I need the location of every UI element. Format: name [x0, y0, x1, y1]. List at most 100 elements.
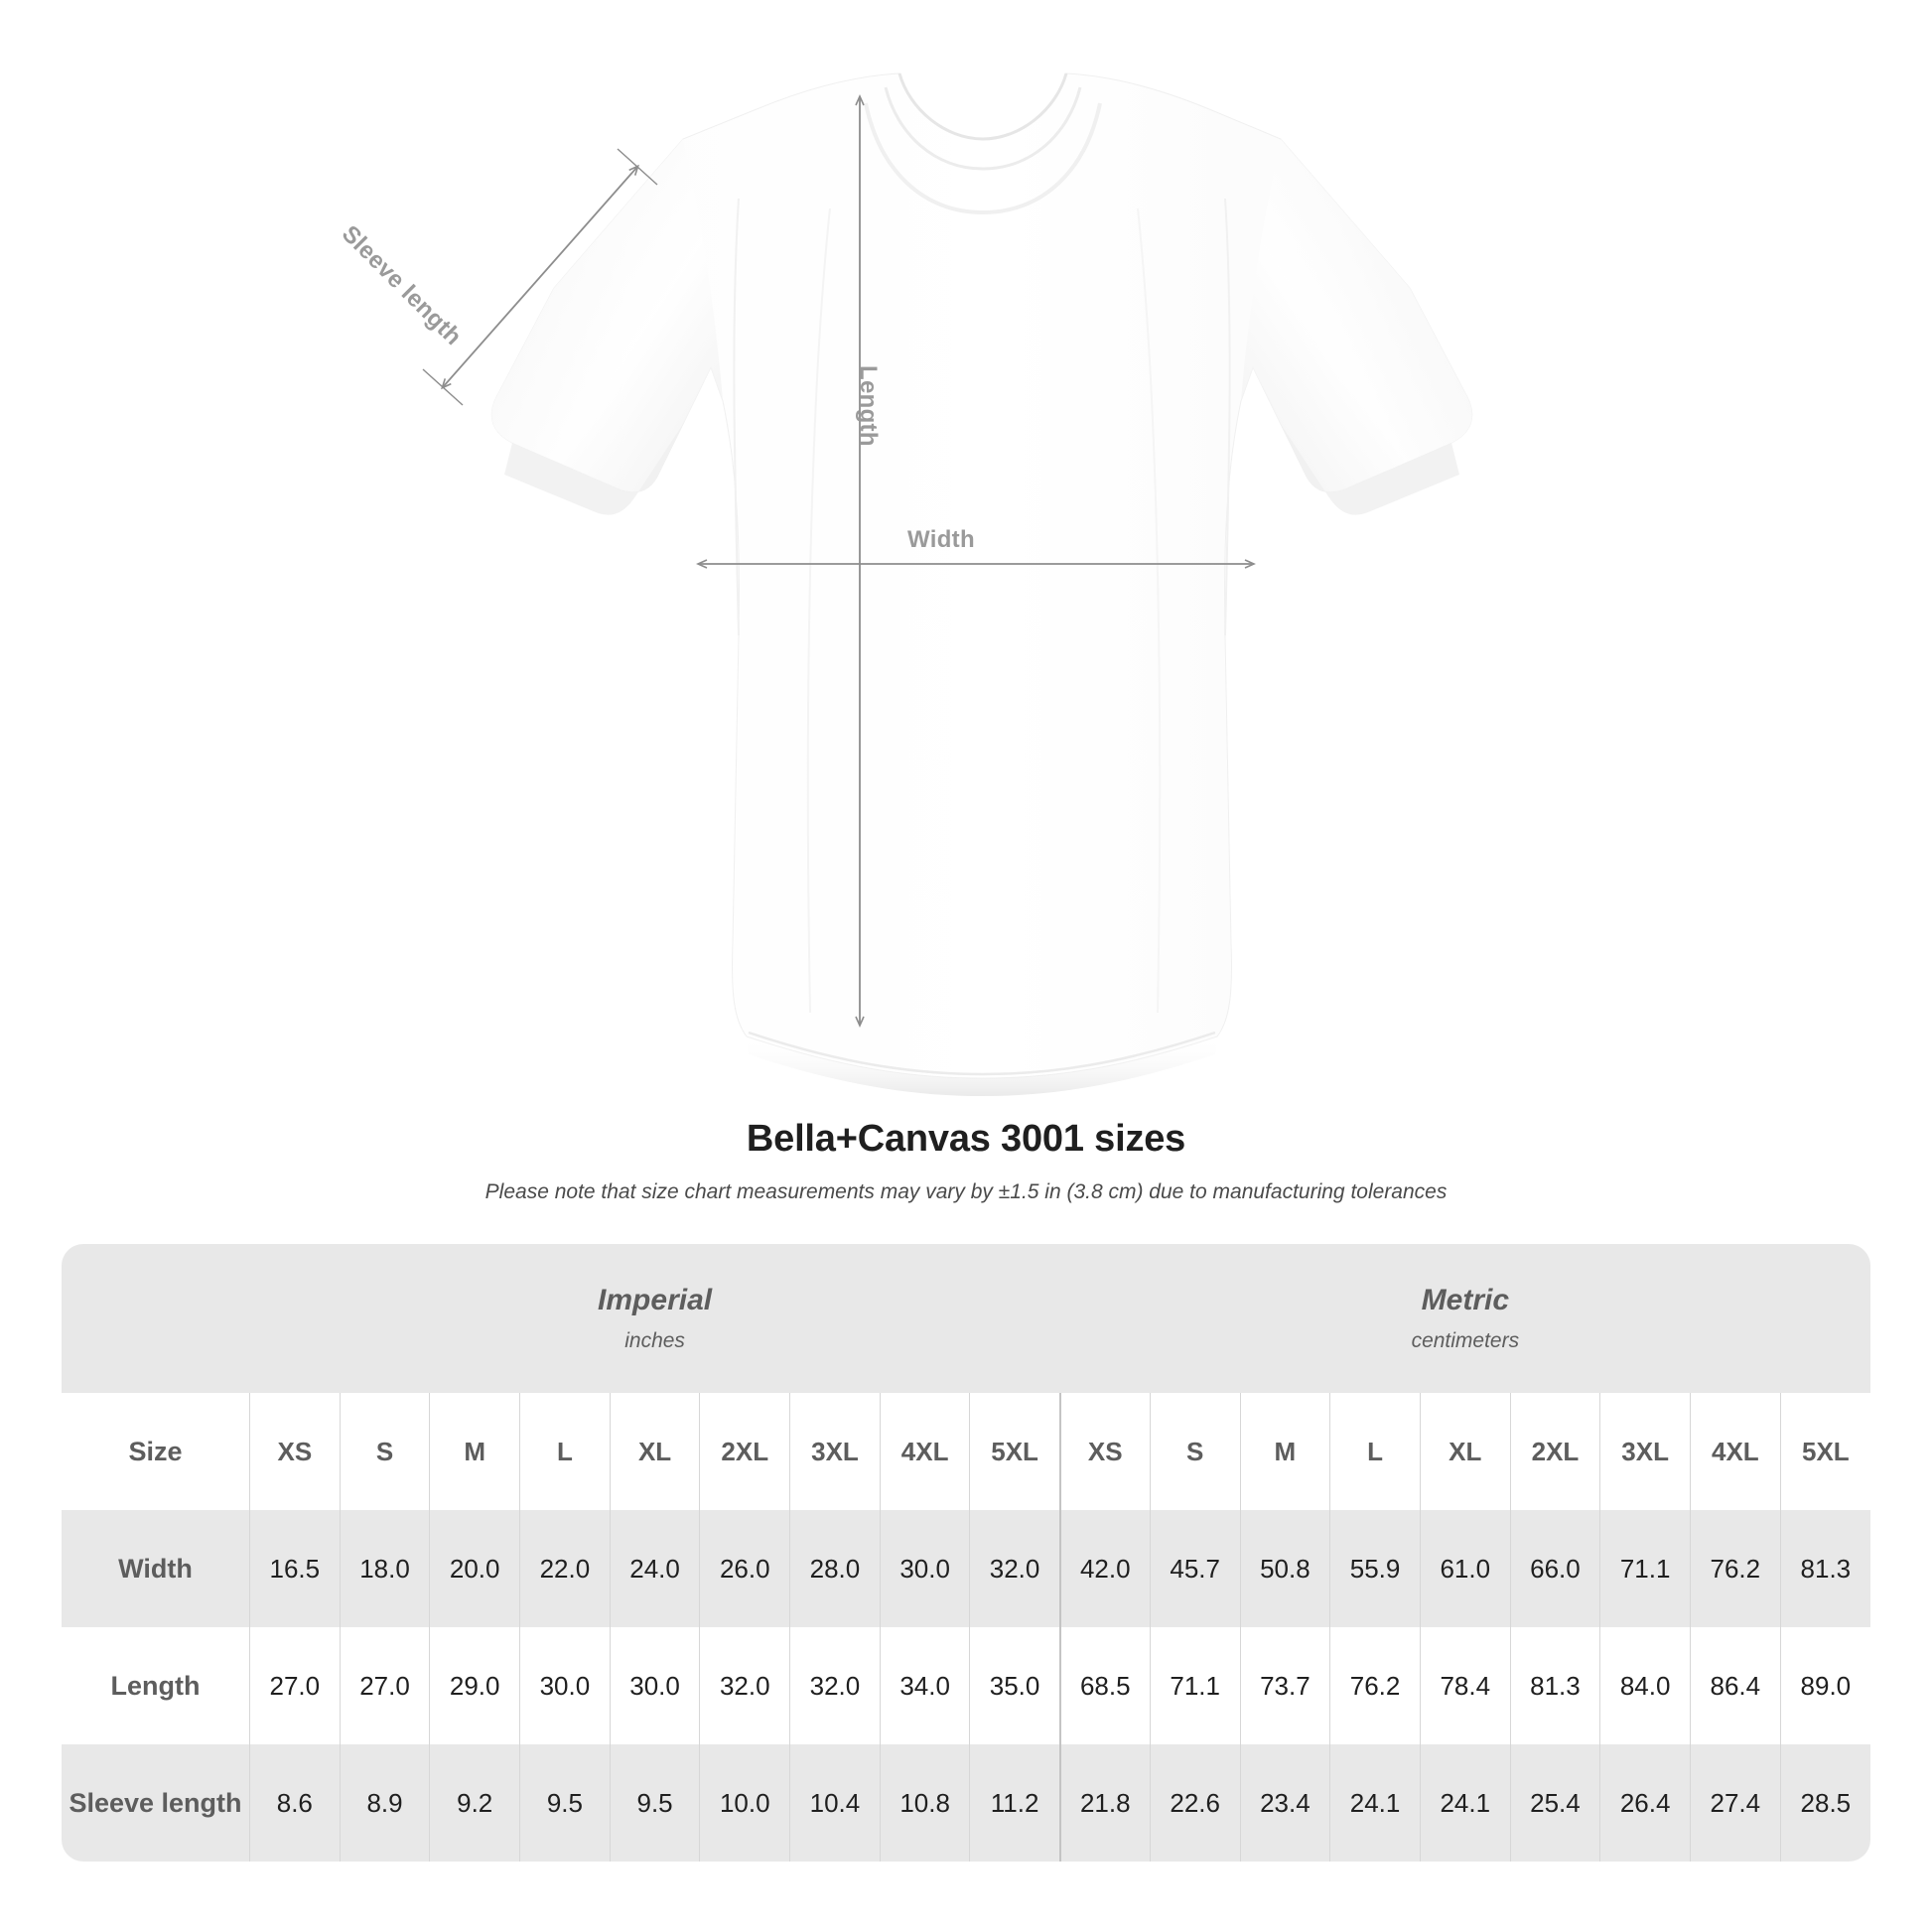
row-header-length: Length: [62, 1627, 250, 1744]
table-cell: 24.1: [1329, 1744, 1421, 1862]
table-cell: 55.9: [1329, 1510, 1421, 1627]
size-column-header: 5XL: [969, 1393, 1060, 1510]
size-chart-table: Imperial inches Metric centimeters Size XS S M L…: [62, 1244, 1870, 1862]
size-column-header: 5XL: [1779, 1393, 1870, 1510]
table-cell: 11.2: [969, 1744, 1060, 1862]
table-cell: 27.0: [339, 1627, 430, 1744]
table-row: Width 16.5 18.0 20.0 22.0 24.0 26.0 28.0 30.0 32.…: [62, 1510, 1870, 1627]
size-column-header: M: [1239, 1393, 1330, 1510]
table-cell: 10.0: [699, 1744, 790, 1862]
sleeve-length-arrow: [441, 164, 639, 390]
unit-group-imperial: Imperial inches: [249, 1244, 1060, 1393]
table-cell: 26.4: [1599, 1744, 1691, 1862]
table-row: Length 27.0 27.0 29.0 30.0 30.0 32.0 32.0 34.0 35…: [62, 1627, 1870, 1744]
unit-group-metric: Metric centimeters: [1059, 1244, 1870, 1393]
unit-group-subtitle: inches: [624, 1329, 685, 1352]
table-cell: 71.1: [1599, 1510, 1691, 1627]
table-cell: 28.5: [1779, 1744, 1870, 1862]
table-cell: 24.0: [609, 1510, 700, 1627]
unit-band-spacer: [62, 1244, 250, 1393]
table-cell: 61.0: [1419, 1510, 1511, 1627]
table-cell: 27.4: [1689, 1744, 1781, 1862]
table-cell: 30.0: [519, 1627, 611, 1744]
table-cell: 32.0: [789, 1627, 881, 1744]
table-cell: 9.5: [519, 1744, 611, 1862]
size-column-header: L: [1329, 1393, 1421, 1510]
table-cell: 18.0: [339, 1510, 430, 1627]
table-cell: 30.0: [609, 1627, 700, 1744]
tshirt-illustration: Sleeve length Length Width: [337, 72, 1473, 1096]
size-column-header: S: [1149, 1393, 1241, 1510]
table-cell: 71.1: [1149, 1627, 1241, 1744]
table-cell: 35.0: [969, 1627, 1060, 1744]
width-dimension-label: Width: [907, 526, 975, 553]
size-column-header: 4XL: [1689, 1393, 1781, 1510]
size-column-header: XS: [1058, 1393, 1151, 1510]
size-header-label: Size: [62, 1393, 250, 1510]
table-cell: 16.5: [248, 1510, 341, 1627]
unit-group-row: Imperial inches Metric centimeters: [62, 1244, 1870, 1393]
table-cell: 86.4: [1689, 1627, 1781, 1744]
size-column-header: 4XL: [879, 1393, 970, 1510]
size-column-header: 2XL: [699, 1393, 790, 1510]
unit-group-subtitle: centimeters: [1411, 1329, 1520, 1352]
size-column-header: XL: [609, 1393, 700, 1510]
table-cell: 50.8: [1239, 1510, 1330, 1627]
table-cell: 28.0: [789, 1510, 881, 1627]
table-cell: 81.3: [1779, 1510, 1870, 1627]
table-cell: 26.0: [699, 1510, 790, 1627]
table-cell: 78.4: [1419, 1627, 1511, 1744]
table-row: Sleeve length 8.6 8.9 9.2 9.5 9.5 10.0 10.4 10.8…: [62, 1744, 1870, 1862]
table-cell: 81.3: [1509, 1627, 1600, 1744]
table-cell: 29.0: [429, 1627, 520, 1744]
table-cell: 66.0: [1509, 1510, 1600, 1627]
table-cell: 27.0: [248, 1627, 341, 1744]
title-block: Bella+Canvas 3001 sizes Please note that…: [0, 1112, 1932, 1204]
table-cell: 32.0: [699, 1627, 790, 1744]
table-cell: 76.2: [1689, 1510, 1781, 1627]
table-cell: 21.8: [1058, 1744, 1151, 1862]
table-cell: 42.0: [1058, 1510, 1151, 1627]
size-column-header: 2XL: [1509, 1393, 1600, 1510]
table-cell: 22.6: [1149, 1744, 1241, 1862]
size-table-wrapper: Imperial inches Metric centimeters Size XS S M L…: [62, 1244, 1870, 1862]
table-cell: 30.0: [879, 1510, 970, 1627]
size-header-row: Size XS S M L XL 2XL 3XL 4XL 5XL XS S M L XL 2XL 3XL 4XL 5…: [62, 1393, 1870, 1510]
table-cell: 34.0: [879, 1627, 970, 1744]
tshirt-diagram-svg: [422, 72, 1473, 1096]
tshirt-shape: [490, 72, 1473, 1096]
table-cell: 25.4: [1509, 1744, 1600, 1862]
table-cell: 84.0: [1599, 1627, 1691, 1744]
unit-group-name: Metric: [1421, 1284, 1510, 1316]
size-column-header: XL: [1419, 1393, 1511, 1510]
size-column-header: 3XL: [789, 1393, 881, 1510]
table-cell: 73.7: [1239, 1627, 1330, 1744]
table-cell: 22.0: [519, 1510, 611, 1627]
table-cell: 10.8: [879, 1744, 970, 1862]
table-cell: 32.0: [969, 1510, 1060, 1627]
table-cell: 24.1: [1419, 1744, 1511, 1862]
table-cell: 9.2: [429, 1744, 520, 1862]
unit-group-name: Imperial: [598, 1284, 713, 1316]
table-cell: 8.6: [248, 1744, 341, 1862]
length-dimension-label: Length: [855, 365, 882, 447]
table-cell: 10.4: [789, 1744, 881, 1862]
size-column-header: L: [519, 1393, 611, 1510]
size-column-header: 3XL: [1599, 1393, 1691, 1510]
size-column-header: M: [429, 1393, 520, 1510]
table-cell: 8.9: [339, 1744, 430, 1862]
table-cell: 23.4: [1239, 1744, 1330, 1862]
page-subtitle: Please note that size chart measurements…: [484, 1180, 1448, 1203]
size-column-header: S: [339, 1393, 430, 1510]
page-title: Bella+Canvas 3001 sizes: [746, 1118, 1186, 1160]
table-cell: 9.5: [609, 1744, 700, 1862]
table-cell: 76.2: [1329, 1627, 1421, 1744]
table-cell: 45.7: [1149, 1510, 1241, 1627]
size-column-header: XS: [248, 1393, 341, 1510]
dimension-lines: [422, 94, 1256, 1028]
row-header-width: Width: [62, 1510, 250, 1627]
table-cell: 68.5: [1058, 1627, 1151, 1744]
row-header-sleeve-length: Sleeve length: [62, 1744, 250, 1862]
table-cell: 20.0: [429, 1510, 520, 1627]
